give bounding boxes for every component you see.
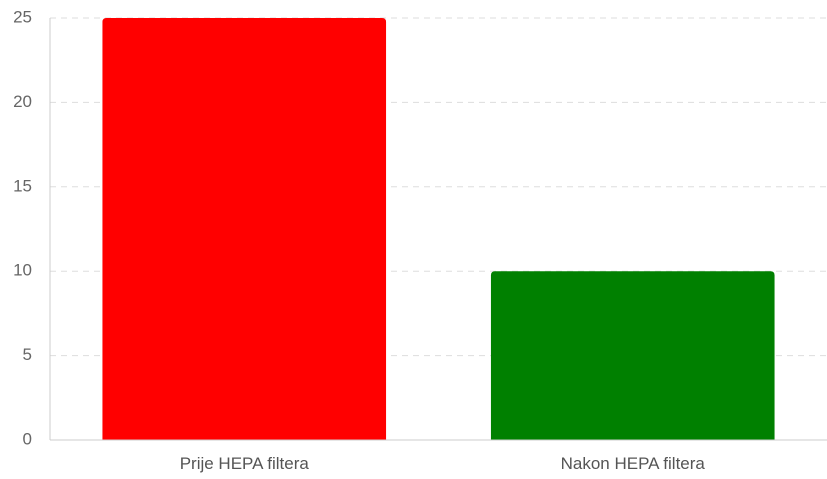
y-tick-label: 15 bbox=[13, 176, 32, 195]
bar-1 bbox=[102, 18, 387, 440]
y-tick-label: 5 bbox=[23, 345, 32, 364]
x-category-label: Nakon HEPA filtera bbox=[561, 454, 706, 473]
bars bbox=[102, 18, 775, 440]
y-tick-label: 0 bbox=[23, 429, 32, 448]
bar-2 bbox=[490, 271, 775, 440]
y-axis-ticks: 0 5 10 15 20 25 bbox=[13, 7, 32, 448]
y-tick-label: 10 bbox=[13, 261, 32, 280]
y-tick-label: 20 bbox=[13, 92, 32, 111]
gridlines bbox=[50, 17, 827, 357]
y-tick-label: 25 bbox=[13, 7, 32, 26]
x-axis-labels: Prije HEPA filtera Nakon HEPA filtera bbox=[180, 454, 706, 473]
x-category-label: Prije HEPA filtera bbox=[180, 454, 310, 473]
